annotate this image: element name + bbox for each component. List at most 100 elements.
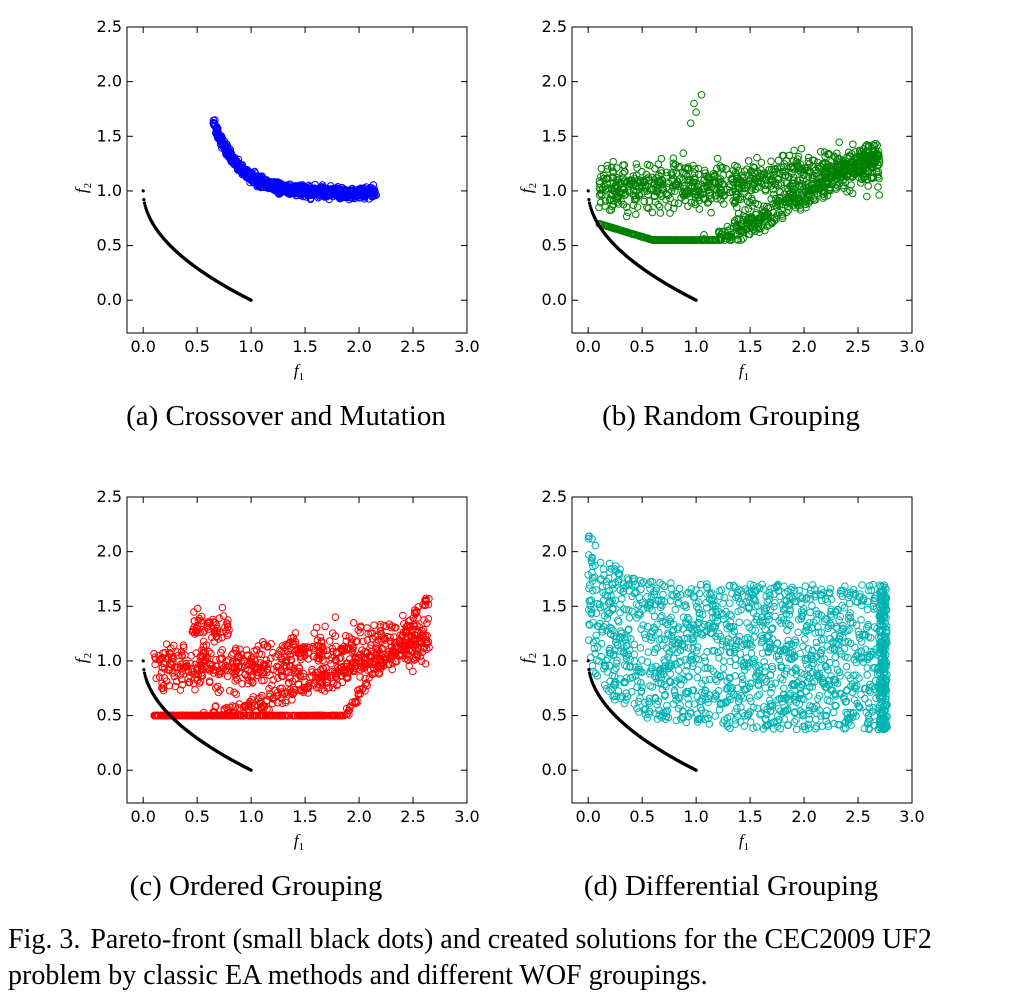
- solution-point: [169, 655, 177, 663]
- solution-point: [295, 187, 304, 195]
- solution-point: [299, 643, 307, 651]
- solution-point: [624, 208, 632, 217]
- solution-point: [352, 638, 360, 646]
- solution-point: [216, 670, 224, 678]
- solution-point: [796, 206, 805, 214]
- solution-point: [400, 638, 409, 647]
- solution-point: [191, 685, 199, 694]
- solution-point: [194, 616, 202, 625]
- solution-point: [669, 204, 678, 213]
- solution-point: [808, 601, 816, 610]
- solution-point: [355, 685, 364, 693]
- solution-point: [719, 191, 727, 200]
- solution-point: [687, 198, 696, 207]
- solution-point: [589, 667, 598, 676]
- solution-point: [218, 633, 226, 642]
- solution-point: [746, 176, 754, 185]
- solution-point: [154, 711, 162, 720]
- solution-point: [701, 236, 710, 244]
- solution-point: [831, 608, 840, 616]
- solution-point: [727, 236, 736, 244]
- solution-point: [409, 614, 418, 622]
- solution-point: [780, 163, 788, 172]
- solution-point: [631, 191, 640, 200]
- solution-point: [288, 646, 296, 655]
- solution-point: [165, 649, 174, 657]
- pareto-point: [142, 198, 146, 202]
- solution-point: [250, 655, 259, 664]
- solution-point: [821, 158, 829, 167]
- solution-point: [177, 675, 186, 684]
- solution-point: [625, 625, 633, 633]
- pareto-point: [249, 298, 253, 302]
- solution-point: [349, 619, 358, 627]
- solution-point: [670, 199, 679, 207]
- solution-point: [632, 210, 640, 219]
- solution-point: [242, 646, 251, 654]
- solution-point: [651, 198, 660, 206]
- solution-point: [603, 165, 612, 173]
- solution-point: [746, 640, 755, 649]
- solution-point: [825, 658, 834, 667]
- solution-point: [303, 711, 311, 720]
- solution-point: [216, 136, 225, 144]
- solution-point: [605, 196, 614, 204]
- solution-point: [359, 187, 367, 196]
- solution-point: [421, 596, 429, 605]
- solution-point: [632, 160, 641, 168]
- solution-point: [334, 663, 342, 672]
- solution-point: [274, 674, 282, 682]
- solution-point: [703, 183, 712, 192]
- x-tick-label: 0.5: [629, 337, 654, 356]
- solution-point: [173, 648, 182, 656]
- solution-point: [398, 646, 406, 654]
- solution-point: [249, 678, 257, 686]
- solution-point: [371, 669, 379, 677]
- solution-point: [640, 177, 648, 186]
- solution-point: [231, 702, 240, 711]
- solution-point: [284, 678, 293, 687]
- solution-point: [737, 236, 746, 244]
- solution-point: [178, 667, 186, 676]
- x-axis-label: f1: [739, 831, 749, 853]
- solutions-2: [150, 594, 433, 720]
- solution-point: [365, 657, 374, 666]
- solution-point: [173, 663, 182, 672]
- x-tick-label: 1.0: [238, 337, 263, 356]
- solution-point: [210, 629, 219, 638]
- solution-point: [749, 163, 758, 171]
- solution-point: [269, 665, 278, 674]
- solution-point: [290, 688, 298, 697]
- solution-point: [308, 668, 316, 676]
- x-tick-label: 0.5: [629, 807, 654, 826]
- solution-point: [423, 631, 431, 640]
- solution-point: [676, 182, 684, 191]
- solution-point: [243, 673, 252, 681]
- solution-point: [229, 649, 237, 657]
- plot-frame: [126, 26, 468, 334]
- solution-point: [677, 193, 685, 202]
- solution-point: [820, 192, 829, 201]
- solution-point: [767, 172, 775, 180]
- solution-point: [785, 173, 793, 181]
- solution-point: [250, 178, 258, 186]
- solution-point: [585, 621, 594, 629]
- y-tick-label: 2.5: [542, 487, 567, 506]
- solution-point: [733, 704, 741, 713]
- solution-point: [863, 192, 871, 201]
- solution-point: [729, 581, 738, 590]
- solution-point: [599, 171, 608, 180]
- pareto-point: [694, 298, 698, 302]
- subcaption-a: (a) Crossover and Mutation: [126, 400, 446, 432]
- solution-point: [785, 610, 794, 619]
- solution-point: [401, 646, 409, 654]
- solution-point: [352, 699, 361, 707]
- solution-point: [238, 163, 246, 172]
- solution-point: [722, 165, 730, 173]
- solution-point: [785, 198, 794, 206]
- solution-point: [748, 174, 757, 183]
- solution-point: [192, 711, 201, 720]
- solutions-0: [209, 116, 381, 204]
- solution-point: [736, 193, 745, 201]
- solution-point: [650, 236, 659, 244]
